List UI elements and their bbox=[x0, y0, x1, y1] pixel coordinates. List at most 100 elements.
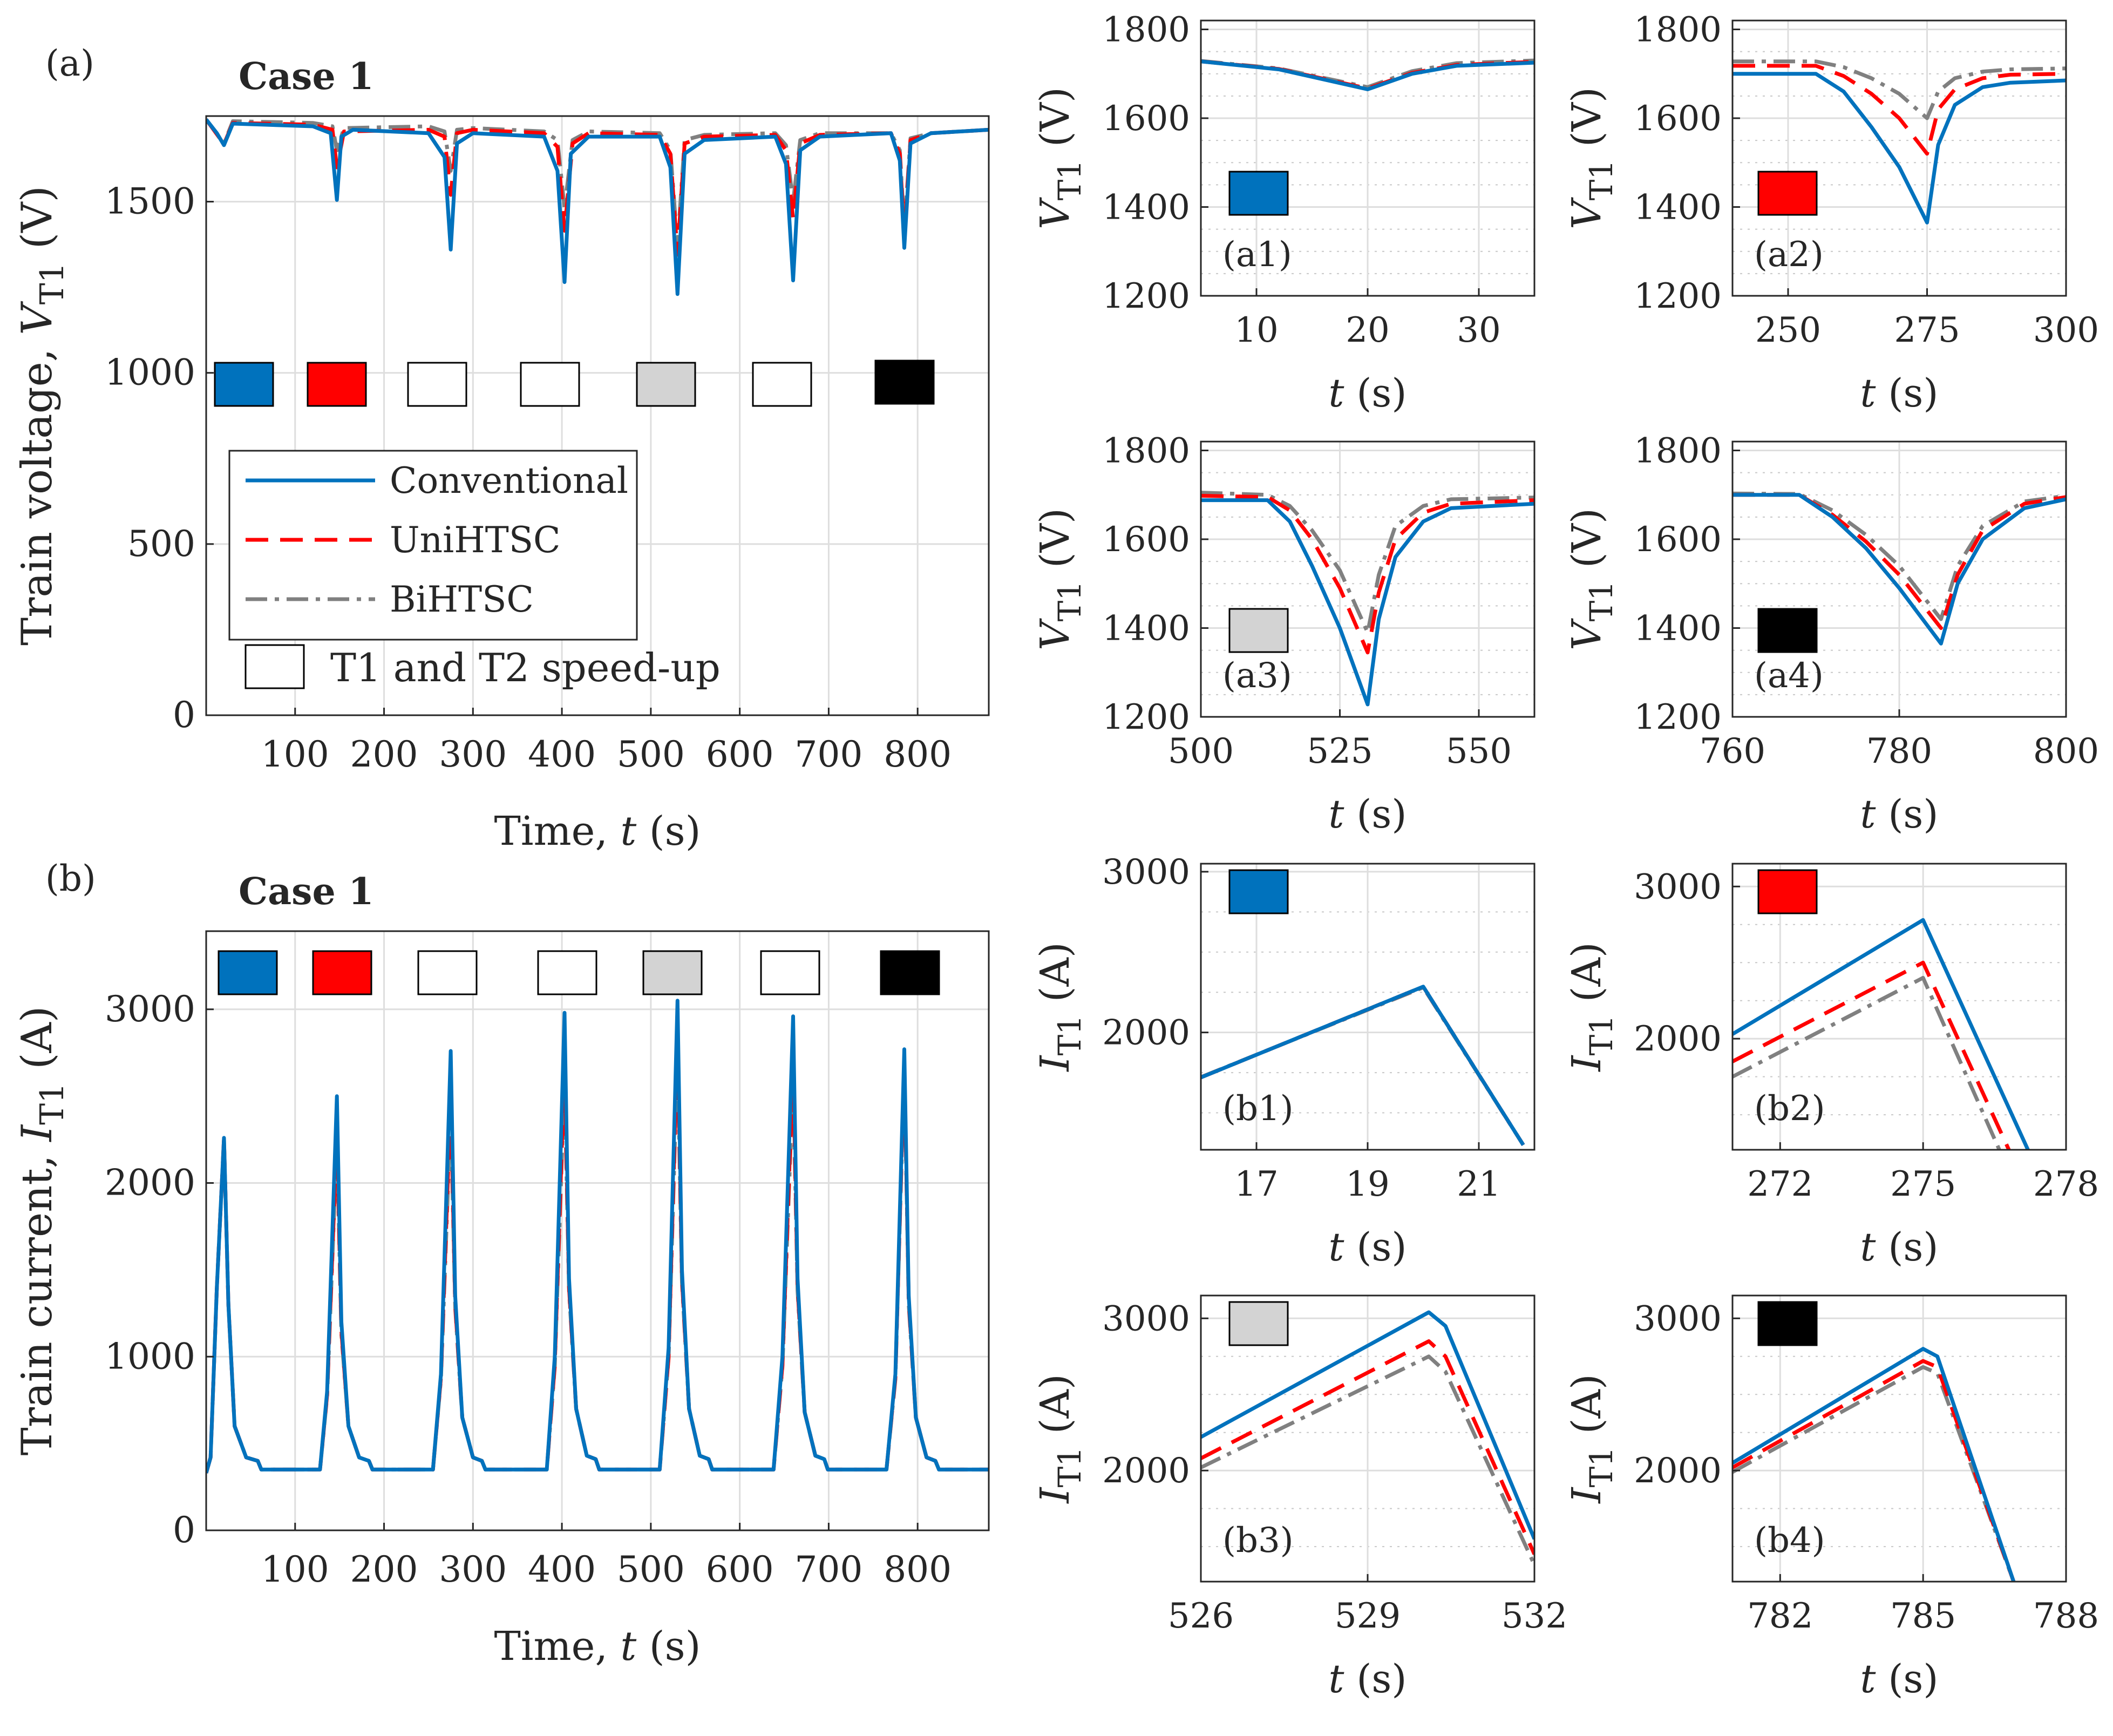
y-axis-label-unit: (A) bbox=[1032, 942, 1078, 1015]
x-axis-label-unit: (s) bbox=[1876, 1656, 1938, 1701]
y-axis-label: VT1 (V) bbox=[1032, 87, 1088, 229]
x-tick-label: 272 bbox=[1747, 1164, 1813, 1204]
y-tick-label: 1500 bbox=[105, 181, 195, 222]
y-axis-label-sub: T1 bbox=[1051, 1447, 1088, 1488]
y-axis-label-sub: T1 bbox=[33, 1083, 71, 1125]
x-tick-label: 19 bbox=[1346, 1164, 1389, 1204]
series-group bbox=[1201, 1310, 1534, 1566]
x-tick-label: 200 bbox=[350, 734, 418, 775]
marker-box-blue bbox=[1228, 171, 1289, 216]
marker-box-grey bbox=[642, 950, 703, 995]
x-axis-label: t (s) bbox=[1329, 1656, 1407, 1701]
chart-b2: 272 275 278 2000 3000 t (s) IT1 (A) (b2) bbox=[1564, 863, 2099, 1270]
y-tick-label: 1600 bbox=[1634, 520, 1722, 560]
y-axis-label-unit: (V) bbox=[1032, 508, 1078, 581]
x-tick-label: 100 bbox=[261, 734, 329, 775]
y-tick-label: 3000 bbox=[1102, 852, 1190, 892]
chart-a4: 760 780 800 1200 1400 1600 1800 t (s) VT1 (V) (a4… bbox=[1564, 431, 2099, 837]
axes-frame bbox=[1731, 19, 2067, 297]
marker-box-black bbox=[880, 950, 940, 995]
y-axis-label-unit: (A) bbox=[1032, 1374, 1078, 1447]
x-axis-label-unit: (s) bbox=[1344, 791, 1407, 837]
series-line-bihtsc bbox=[1732, 975, 2001, 1150]
x-tick-label: 700 bbox=[794, 1549, 862, 1590]
x-tick-label: 500 bbox=[1168, 731, 1234, 771]
marker-box-red bbox=[1757, 869, 1818, 914]
x-tick-label: 529 bbox=[1335, 1596, 1401, 1636]
y-axis-label-var: V bbox=[13, 301, 62, 335]
x-tick-label: 21 bbox=[1457, 1164, 1500, 1204]
legend-label-speedup: T1 and T2 speed-up bbox=[330, 645, 721, 690]
y-tick-label: 2000 bbox=[1102, 1013, 1190, 1053]
y-tick-label: 2000 bbox=[1634, 1451, 1722, 1491]
marker-box-black bbox=[874, 360, 935, 405]
y-axis-label: VT1 (V) bbox=[1032, 508, 1088, 650]
y-tick-label: 1000 bbox=[105, 1335, 195, 1377]
x-tick-label: 780 bbox=[1866, 731, 1932, 771]
chart-b1: 17 19 21 2000 3000 t (s) IT1 (A) (b1) bbox=[1032, 852, 1536, 1270]
axes-frame bbox=[1200, 440, 1536, 718]
y-axis-label-unit: (V) bbox=[13, 186, 62, 262]
x-tick-label: 400 bbox=[528, 734, 596, 775]
series-line-unihtsc bbox=[1732, 64, 2066, 156]
series-group bbox=[206, 999, 989, 1474]
y-axis-label-unit: (A) bbox=[13, 1006, 62, 1083]
marker-box-white bbox=[520, 362, 580, 407]
series-group bbox=[1732, 59, 2066, 225]
x-tick-label: 550 bbox=[1446, 731, 1512, 771]
axes-frame bbox=[1731, 863, 2067, 1151]
y-tick-label: 1800 bbox=[1634, 431, 1722, 471]
panel-label: (b3) bbox=[1222, 1521, 1294, 1561]
x-tick-label: 275 bbox=[1890, 1164, 1956, 1204]
series-group bbox=[1201, 58, 1534, 91]
y-axis-label-var: V bbox=[1032, 197, 1078, 229]
y-tick-label: 2000 bbox=[1102, 1451, 1190, 1491]
y-tick-label: 2000 bbox=[1634, 1019, 1722, 1059]
series-line-conventional bbox=[206, 118, 989, 296]
chart-a: 100 200 300 400 500 600 700 800 0 500 1000 1500 Time… bbox=[13, 43, 990, 855]
y-tick-label: 1200 bbox=[1634, 276, 1722, 316]
y-axis-label-var: V bbox=[1564, 197, 1610, 229]
x-tick-label: 200 bbox=[350, 1549, 418, 1590]
series-line-unihtsc bbox=[1201, 1339, 1534, 1555]
x-axis-label-unit: (s) bbox=[1344, 1656, 1407, 1701]
x-tick-label: 400 bbox=[528, 1549, 596, 1590]
y-tick-label: 1000 bbox=[105, 352, 195, 394]
y-axis-label-var: I bbox=[13, 1124, 62, 1143]
marker-box-white bbox=[760, 950, 820, 995]
x-tick-label: 532 bbox=[1501, 1596, 1567, 1636]
panel-label: (b) bbox=[45, 858, 96, 899]
y-axis-label-sub: T1 bbox=[1583, 581, 1620, 622]
x-tick-label: 788 bbox=[2033, 1596, 2099, 1636]
x-axis-label-var: t bbox=[1329, 1224, 1345, 1270]
series-group bbox=[1201, 491, 1534, 707]
x-tick-label: 600 bbox=[706, 1549, 774, 1590]
axes-frame bbox=[205, 930, 990, 1531]
x-tick-label: 20 bbox=[1346, 310, 1389, 350]
series-group bbox=[1201, 985, 1525, 1146]
chart-b: 100 200 300 400 500 600 700 800 0 1000 2000 3000 Tim… bbox=[13, 858, 990, 1670]
x-tick-label: 250 bbox=[1755, 310, 1821, 350]
series-line-bihtsc bbox=[1732, 491, 2066, 621]
chart-b4: 782 785 788 2000 3000 t (s) IT1 (A) (b4) bbox=[1564, 1294, 2099, 1701]
panel-label: (a1) bbox=[1222, 235, 1292, 275]
x-axis-label-var: t bbox=[1329, 1656, 1345, 1701]
marker-box-white bbox=[407, 362, 467, 407]
y-tick-label: 3000 bbox=[105, 988, 195, 1030]
y-axis-label-sub: T1 bbox=[1051, 581, 1088, 622]
y-axis-label: IT1 (A) bbox=[1032, 942, 1088, 1073]
y-tick-label: 1400 bbox=[1634, 187, 1722, 227]
y-axis-label: Train current, IT1 (A) bbox=[13, 1006, 71, 1456]
x-tick-label: 17 bbox=[1234, 1164, 1278, 1204]
x-tick-label: 30 bbox=[1457, 310, 1500, 350]
x-axis-label-text: Time, bbox=[494, 808, 620, 855]
series-line-conventional bbox=[206, 999, 989, 1474]
marker-box-white bbox=[417, 950, 478, 995]
chart-b3: 526 529 532 2000 3000 t (s) IT1 (A) (b3) bbox=[1032, 1294, 1567, 1701]
x-axis-label: t (s) bbox=[1860, 370, 1939, 416]
y-axis-label: VT1 (V) bbox=[1564, 508, 1620, 650]
panel-label: (a2) bbox=[1754, 235, 1824, 275]
marker-box-black bbox=[1757, 608, 1818, 653]
series-group bbox=[206, 118, 989, 296]
